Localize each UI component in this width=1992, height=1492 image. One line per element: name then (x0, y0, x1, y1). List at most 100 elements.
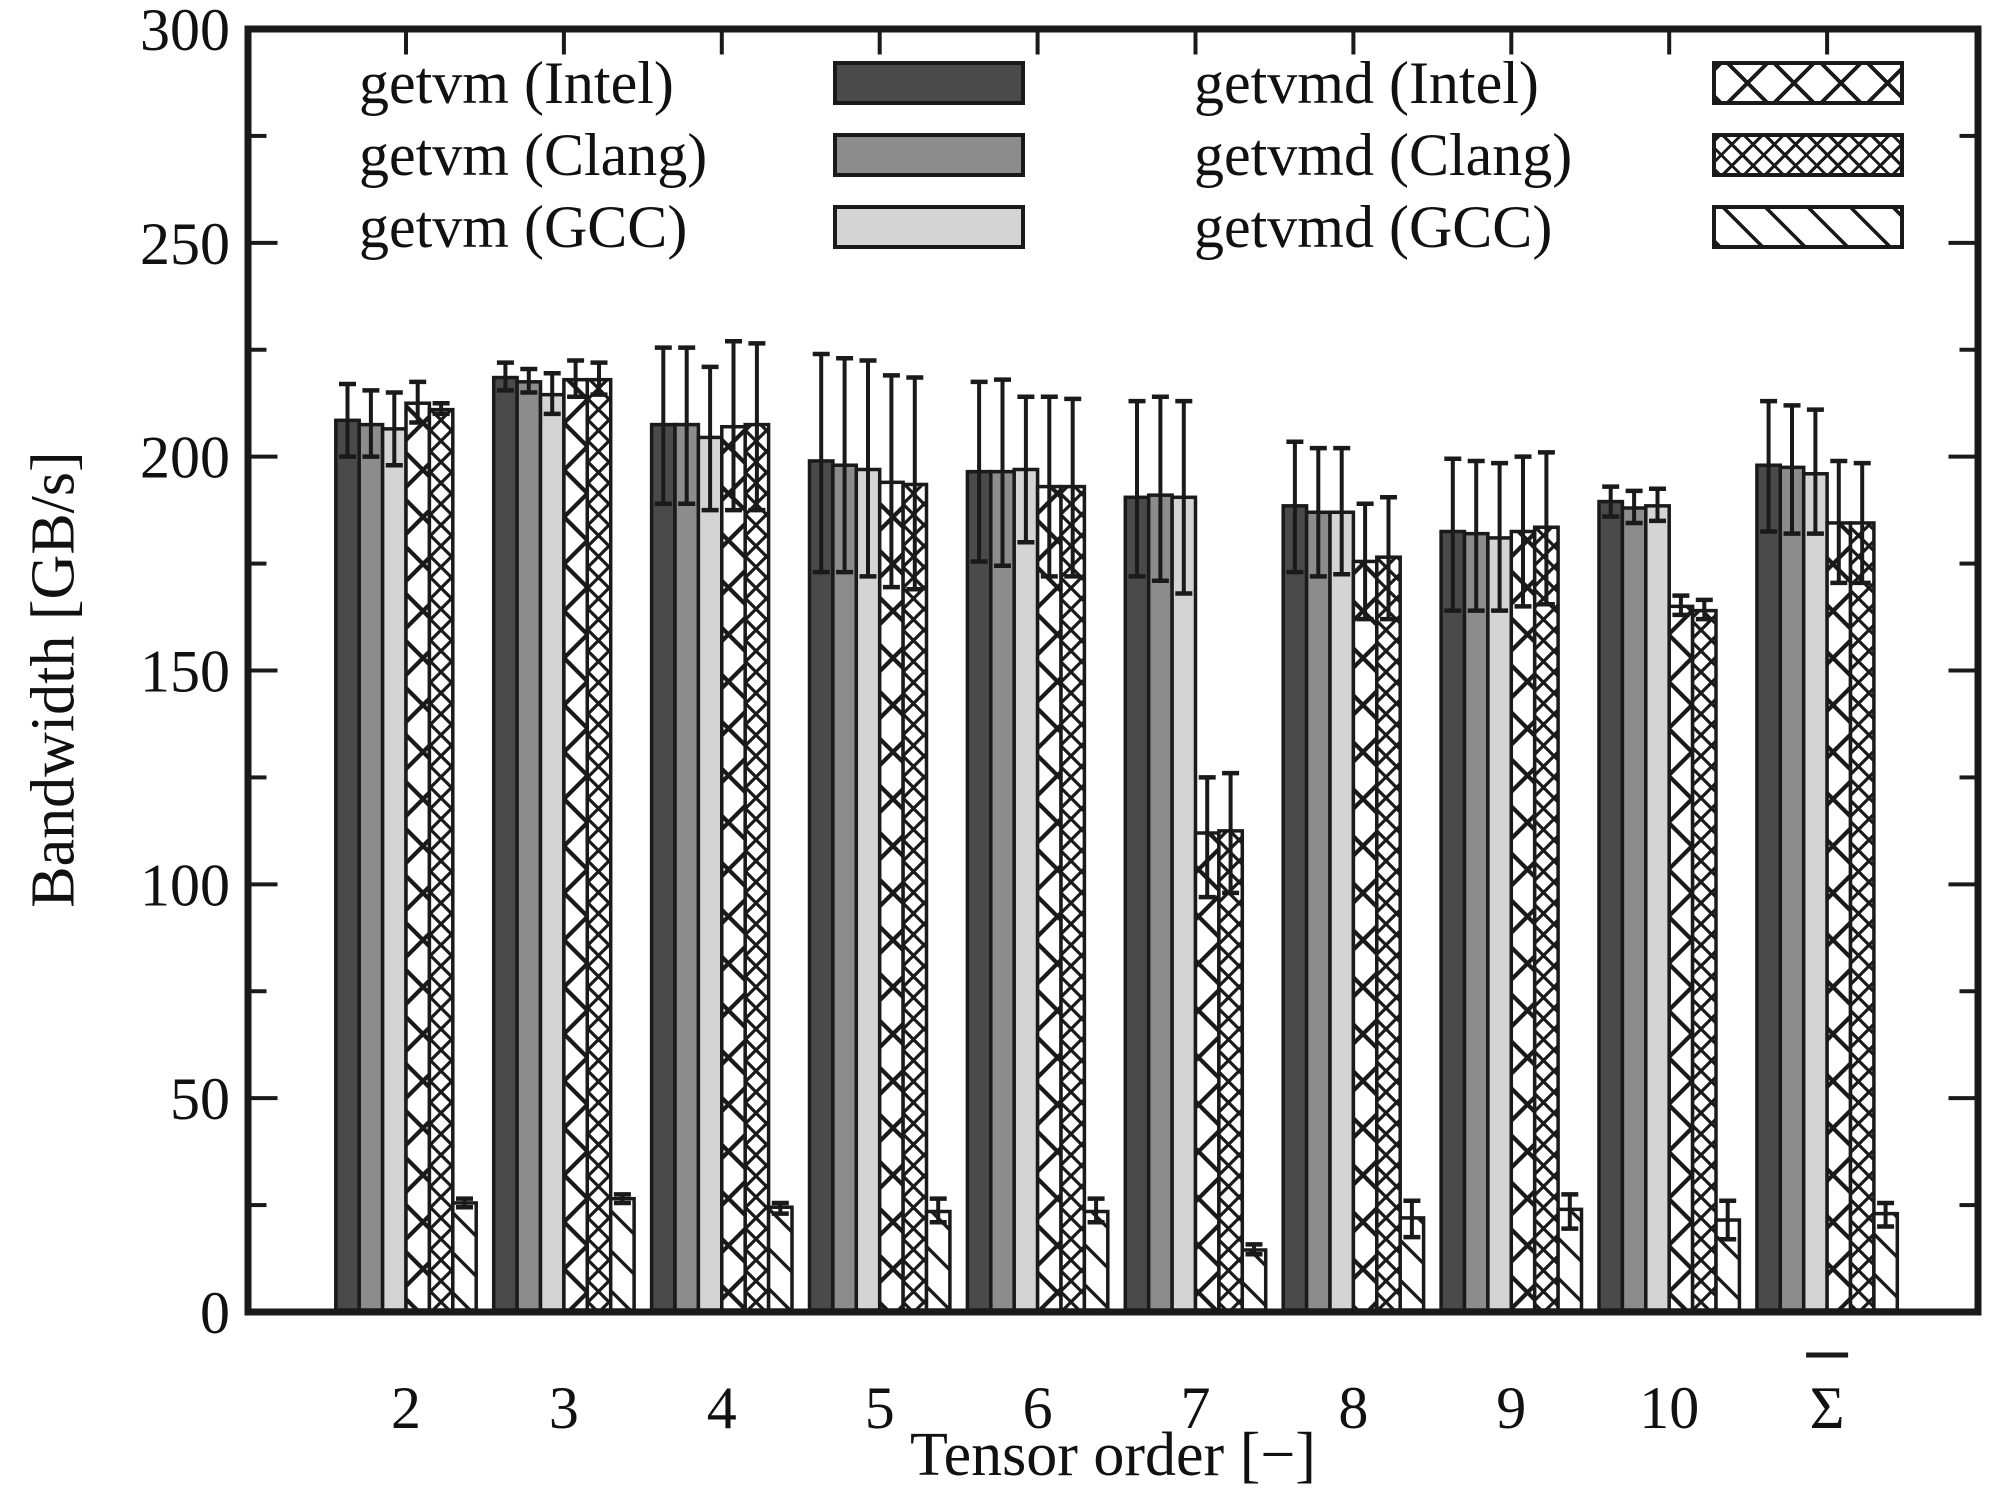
bar-getvm-gcc--order-10 (1644, 504, 1671, 1312)
x-tick-label: Σ (1810, 1375, 1845, 1441)
legend-swatch-solid (833, 205, 1025, 249)
bar-getvmd-clang--order-4 (743, 422, 771, 1312)
bar-getvm-clang--order-8 (1304, 510, 1332, 1312)
bar-getvm-clang--order-4 (673, 422, 701, 1312)
bar-getvmd-gcc--order-2 (451, 1201, 478, 1312)
legend-label: getvm (GCC) (359, 194, 688, 260)
legend-label: getvm (Intel) (359, 50, 674, 116)
bar-getvm-intel--order-9 (1439, 529, 1467, 1312)
bar-getvm-clang--order-5 (831, 463, 859, 1312)
bar-getvm-intel--order-5 (807, 459, 835, 1312)
bar-getvmd-intel--order-5 (877, 480, 905, 1312)
bar-getvmd-intel--order-8 (1351, 559, 1379, 1312)
bar-getvmd-intel--order-2 (404, 401, 432, 1312)
bar-getvm-gcc--order-Σ (1801, 472, 1829, 1312)
bar-getvm-clang--order-Σ (1778, 465, 1806, 1312)
plot-border-rect (244, 25, 1982, 1316)
bar-getvm-clang--order-3 (515, 380, 543, 1312)
legend-item-1: getvm (Clang) (359, 118, 707, 192)
x-tick-label: 2 (391, 1375, 421, 1441)
bar-getvmd-clang--order-6 (1059, 484, 1087, 1312)
y-tick-label: 150 (140, 639, 230, 705)
y-tick-label: 300 (140, 0, 230, 63)
legend-item-0: getvm (Intel) (359, 46, 674, 120)
x-tick-label: 8 (1338, 1375, 1368, 1441)
bar-getvm-clang--order-2 (357, 422, 385, 1312)
bar-getvmd-clang--order-3 (585, 377, 613, 1312)
bar-getvm-gcc--order-3 (538, 392, 566, 1312)
bar-getvmd-intel--order-4 (720, 424, 747, 1312)
legend-item-2: getvm (GCC) (359, 190, 687, 264)
legend-swatch-solid (833, 61, 1025, 105)
bar-getvmd-clang--order-10 (1690, 608, 1718, 1312)
bar-getvm-intel--order-4 (649, 422, 677, 1312)
bar-getvmd-clang--order-Σ (1848, 521, 1876, 1312)
bar-getvm-intel--order-6 (965, 469, 993, 1312)
legend: getvm (Intel) getvm (Clang) getvm (GCC) get… (0, 0, 1992, 300)
x-tick-label: 4 (707, 1375, 737, 1441)
tick-labels-layer: 0 50 100 150 200 250 300 2 3 4 5 6 7 8 9 10 Σ (140, 0, 1849, 1441)
bar-getvm-intel--order-Σ (1755, 463, 1783, 1312)
bar-getvmd-clang--order-2 (427, 407, 455, 1312)
legend-item-4: getvmd (Clang) (1194, 118, 1572, 192)
bar-getvm-intel--order-7 (1123, 495, 1151, 1312)
legend-item-5: getvmd (GCC) (1194, 190, 1552, 264)
bar-getvmd-clang--order-8 (1375, 555, 1402, 1312)
x-tick-label: 6 (1023, 1375, 1053, 1441)
bar-getvm-intel--order-2 (334, 418, 361, 1312)
y-tick-label: 50 (170, 1066, 230, 1132)
legend-swatch-largex (1712, 61, 1904, 105)
bar-getvm-intel--order-10 (1597, 499, 1625, 1312)
x-tick-label: 5 (865, 1375, 895, 1441)
legend-label: getvm (Clang) (359, 122, 708, 188)
bar-getvmd-gcc--order-4 (766, 1205, 794, 1312)
bar-getvm-intel--order-8 (1281, 504, 1309, 1312)
y-tick-label: 100 (140, 852, 230, 918)
bar-getvm-clang--order-10 (1620, 506, 1648, 1312)
bar-getvmd-clang--order-7 (1217, 829, 1245, 1312)
y-tick-label: 200 (140, 425, 230, 491)
x-tick-label: 7 (1181, 1375, 1211, 1441)
bar-getvm-gcc--order-8 (1328, 510, 1356, 1312)
bar-getvmd-intel--order-9 (1509, 529, 1537, 1312)
bar-getvmd-intel--order-6 (1035, 484, 1063, 1312)
bar-getvm-gcc--order-2 (380, 427, 408, 1312)
bar-getvmd-clang--order-5 (901, 482, 929, 1312)
x-tick-label: 10 (1639, 1375, 1699, 1441)
x-axis-title: Tensor order [−] (910, 1421, 1316, 1489)
bar-getvm-clang--order-9 (1462, 531, 1490, 1312)
legend-swatch-densex (1712, 133, 1904, 177)
bar-getvm-gcc--order-6 (1012, 467, 1040, 1312)
bar-getvmd-intel--order-Σ (1825, 521, 1853, 1312)
legend-swatch-solid (833, 133, 1025, 177)
legend-item-3: getvmd (Intel) (1194, 46, 1539, 120)
y-tick-label: 250 (140, 211, 230, 277)
y-tick-label: 0 (200, 1280, 230, 1346)
bar-getvmd-gcc--order-7 (1240, 1248, 1268, 1312)
bar-getvmd-intel--order-7 (1193, 831, 1221, 1312)
legend-label: getvmd (Clang) (1194, 122, 1573, 188)
error-bars-layer (339, 338, 1895, 1257)
x-tick-label: 9 (1496, 1375, 1526, 1441)
bar-getvmd-clang--order-9 (1532, 525, 1560, 1312)
legend-label: getvmd (GCC) (1194, 194, 1553, 260)
bar-getvmd-intel--order-10 (1667, 604, 1695, 1312)
legend-label: getvmd (Intel) (1194, 50, 1539, 116)
bar-getvm-gcc--order-7 (1170, 495, 1198, 1312)
bar-getvmd-gcc--order-3 (608, 1196, 636, 1312)
bar-getvm-gcc--order-9 (1486, 536, 1514, 1312)
bar-getvm-intel--order-3 (491, 375, 519, 1312)
bar-getvm-gcc--order-4 (696, 435, 724, 1312)
y-axis-title: Bandwidth [GB/s] (19, 451, 88, 908)
legend-swatch-diag (1712, 205, 1904, 249)
bar-getvm-clang--order-7 (1146, 493, 1174, 1312)
x-tick-label: 3 (549, 1375, 579, 1441)
bars-layer (334, 375, 1900, 1312)
bar-getvmd-gcc--order-5 (924, 1209, 952, 1312)
bar-getvmd-gcc--order-6 (1082, 1209, 1110, 1312)
bar-getvm-gcc--order-5 (854, 467, 882, 1312)
bar-getvmd-intel--order-3 (562, 377, 590, 1312)
plot-border (244, 25, 1982, 1316)
